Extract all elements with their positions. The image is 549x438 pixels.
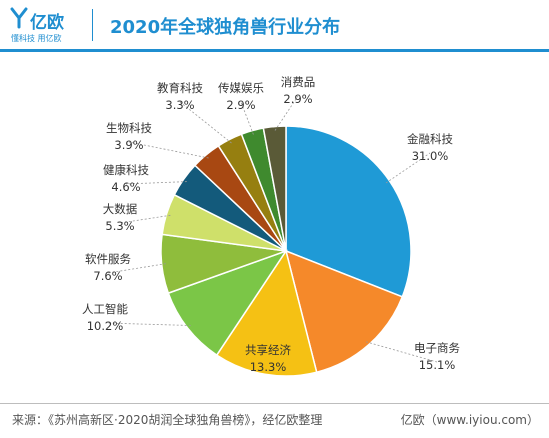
slice-value-label: 15.1% [419,358,456,372]
leader-line [240,101,254,135]
slice-label: 共享经济 [245,343,291,357]
slice-value-label: 13.3% [250,360,287,374]
leader-line [274,95,299,131]
brand-logo[interactable]: 亿欧 懂科技 用亿欧 [10,7,78,45]
slice-label: 大数据 [103,202,138,216]
logo-mark-icon [10,7,28,29]
leader-line [365,341,438,363]
slice-value-label: 4.6% [111,180,140,194]
title-underline [0,49,549,52]
slice-label: 消费品 [281,75,316,89]
slice-value-label: 3.3% [165,98,194,112]
slice-label: 教育科技 [157,81,203,95]
header-divider [92,9,93,41]
slice-value-label: 7.6% [93,269,122,283]
slice-label: 人工智能 [82,302,128,316]
header: 亿欧 懂科技 用亿欧 2020年全球独角兽行业分布 [0,0,549,50]
pie-chart: 金融科技 31.0% 电子商务 15.1% 共享经济 13.3% 人工智能 10.2% 软件服务… [82,75,460,377]
slice-label: 传媒娱乐 [218,81,264,95]
slice-value-label: 2.9% [226,98,255,112]
source-note: 来源：《苏州高新区·2020胡润全球独角兽榜》，经亿欧整理 [12,413,323,427]
leader-line [385,152,431,184]
leader-line [128,141,209,159]
slice-value-label: 5.3% [105,219,134,233]
pie-slice[interactable] [167,249,288,357]
slice-label: 金融科技 [407,132,453,146]
leader-line [179,101,232,144]
page-title: 2020年全球独角兽行业分布 [110,17,341,38]
leader-line [107,263,166,274]
slice-label: 生物科技 [106,121,152,135]
footer-divider [0,403,549,404]
leader-line [119,214,171,224]
pie-slice[interactable] [284,249,404,374]
site-credit[interactable]: 亿欧（www.iyiou.com） [400,413,539,427]
brand-tagline: 懂科技 用亿欧 [11,34,62,43]
slice-label: 健康科技 [103,163,149,177]
brand-name: 亿欧 [30,13,64,33]
pie-slice[interactable] [215,249,318,377]
slice-label: 电子商务 [414,341,460,355]
slice-label: 软件服务 [85,252,131,266]
slice-value-label: 3.9% [114,138,143,152]
pie-slice[interactable] [262,125,287,252]
slice-value-label: 2.9% [283,92,312,106]
slice-value-label: 31.0% [412,149,449,163]
pie-slice[interactable] [285,125,412,298]
slice-value-label: 10.2% [87,319,124,333]
